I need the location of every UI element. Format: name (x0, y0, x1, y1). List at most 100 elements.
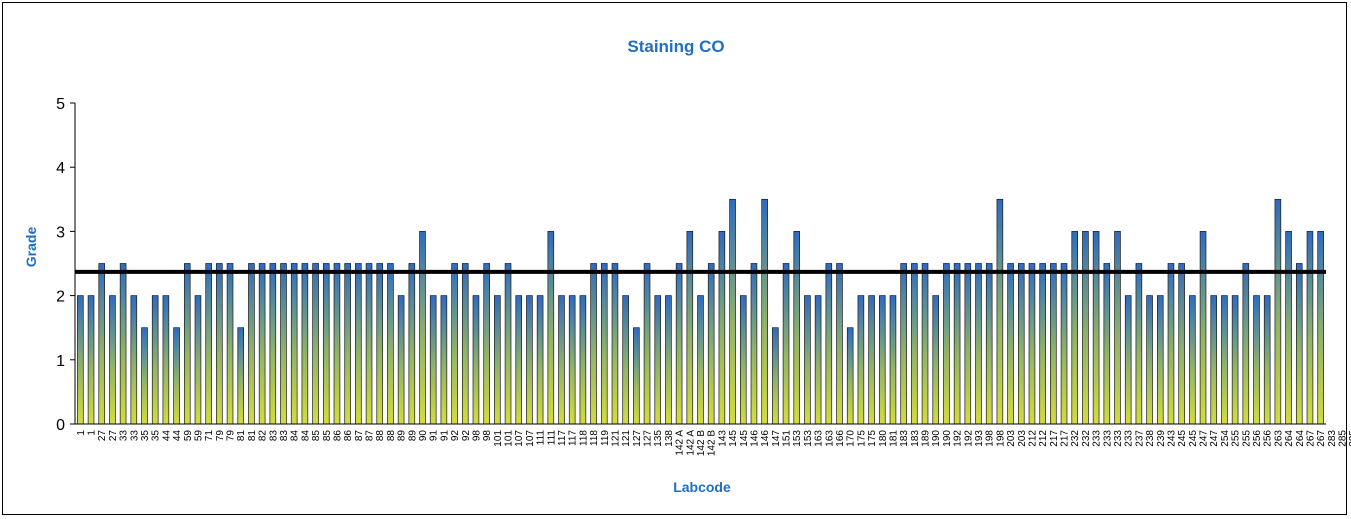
x-tick-label: 146 (749, 430, 760, 447)
x-tick-label: 232 (1081, 430, 1092, 447)
bar (964, 263, 972, 425)
x-tick-label: 192 (963, 430, 974, 447)
x-tick-label: 27 (97, 430, 108, 442)
bar (1135, 263, 1143, 425)
x-tick-label: 285 (1338, 430, 1349, 447)
bar (205, 263, 212, 425)
bar (280, 263, 287, 425)
bar (782, 263, 790, 425)
y-axis: 0 1 2 3 4 5 (56, 96, 76, 434)
bar (237, 327, 245, 425)
x-tick-label: 175 (867, 430, 878, 447)
bar (665, 295, 672, 425)
x-tick-label: 183 (910, 430, 921, 447)
bar (1253, 295, 1260, 425)
bar (151, 295, 159, 425)
bar (269, 263, 277, 425)
bar (1210, 295, 1218, 425)
bar (654, 295, 662, 425)
y-tick-label: 0 (56, 417, 65, 434)
bar (1156, 295, 1164, 425)
x-tick-label: 239 (1156, 430, 1167, 447)
bar (558, 295, 565, 425)
x-tick-label: 118 (589, 430, 600, 446)
y-tick-label: 3 (56, 224, 65, 241)
x-tick-label: 245 (1177, 430, 1188, 447)
bar (985, 263, 993, 425)
bar (846, 327, 854, 425)
bar (130, 295, 138, 425)
bar (1306, 231, 1314, 425)
x-tick-label: 217 (1049, 430, 1060, 447)
bar (1007, 263, 1014, 425)
x-tick-label: 190 (942, 430, 953, 447)
bar (483, 263, 490, 425)
bar (461, 263, 469, 425)
x-tick-label: 146 (760, 430, 771, 447)
bar (1274, 198, 1282, 425)
x-tick-label: 145 (728, 430, 739, 447)
x-tick-label: 245 (1188, 430, 1199, 447)
x-tick-label: 71 (204, 430, 215, 442)
x-tick-label: 59 (183, 430, 194, 442)
bar (376, 263, 384, 425)
bar (429, 295, 437, 425)
bar (77, 295, 84, 425)
bars-group (77, 198, 1324, 425)
x-tick-label: 203 (1006, 430, 1017, 447)
bar (1114, 231, 1121, 425)
x-tick-label: 254 (1220, 430, 1231, 447)
x-tick-label: 111 (546, 430, 557, 446)
x-tick-label: 212 (1027, 430, 1038, 447)
bar (1124, 295, 1132, 425)
x-tick-label: 44 (172, 430, 183, 442)
y-tick-label: 1 (56, 353, 65, 370)
x-tick-label: 193 (974, 430, 985, 447)
bar (857, 295, 865, 425)
bar (290, 263, 298, 425)
x-tick-label: 142 B (707, 430, 718, 456)
x-tick-label: 142 B (696, 430, 707, 456)
bar (750, 263, 758, 425)
bar (814, 295, 822, 425)
bar (451, 263, 458, 425)
bar (1039, 263, 1046, 425)
x-tick-label: 243 (1166, 430, 1177, 447)
x-tick-label: 153 (803, 430, 814, 447)
x-tick-label: 256 (1263, 430, 1274, 447)
bar (494, 295, 501, 425)
x-tick-label: 117 (568, 430, 579, 446)
bar (1017, 263, 1025, 425)
bar (804, 295, 811, 425)
x-tick-label: 88 (375, 430, 386, 442)
x-tick-label: 163 (824, 430, 835, 447)
bar (355, 263, 362, 425)
x-tick-label: 84 (300, 430, 311, 442)
bar (943, 263, 950, 425)
bar (622, 295, 629, 425)
bar (194, 295, 202, 425)
x-tick-label: 121 (621, 430, 632, 447)
x-tick-label: 90 (418, 430, 429, 442)
bar (932, 295, 940, 425)
x-tick-label: 81 (247, 430, 258, 442)
x-tick-label: 170 (846, 430, 857, 447)
bar (911, 263, 918, 425)
bar (1263, 295, 1271, 425)
x-tick-label: 190 (931, 430, 942, 447)
x-tick-label: 33 (129, 430, 140, 442)
x-tick-label: 84 (290, 430, 301, 442)
x-tick-label: 1 (87, 430, 98, 436)
x-tick-label: 35 (140, 430, 151, 442)
bar (975, 263, 982, 425)
bar (836, 263, 843, 425)
bar (440, 295, 448, 425)
bar (1231, 295, 1239, 425)
bar (1221, 295, 1228, 425)
bar (1071, 231, 1079, 425)
bar (408, 263, 416, 425)
bar (1285, 231, 1292, 425)
bar (1146, 295, 1153, 425)
